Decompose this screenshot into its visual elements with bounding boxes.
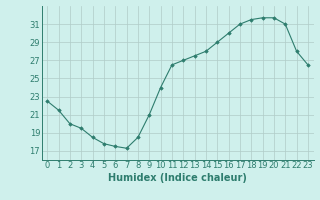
- X-axis label: Humidex (Indice chaleur): Humidex (Indice chaleur): [108, 173, 247, 183]
